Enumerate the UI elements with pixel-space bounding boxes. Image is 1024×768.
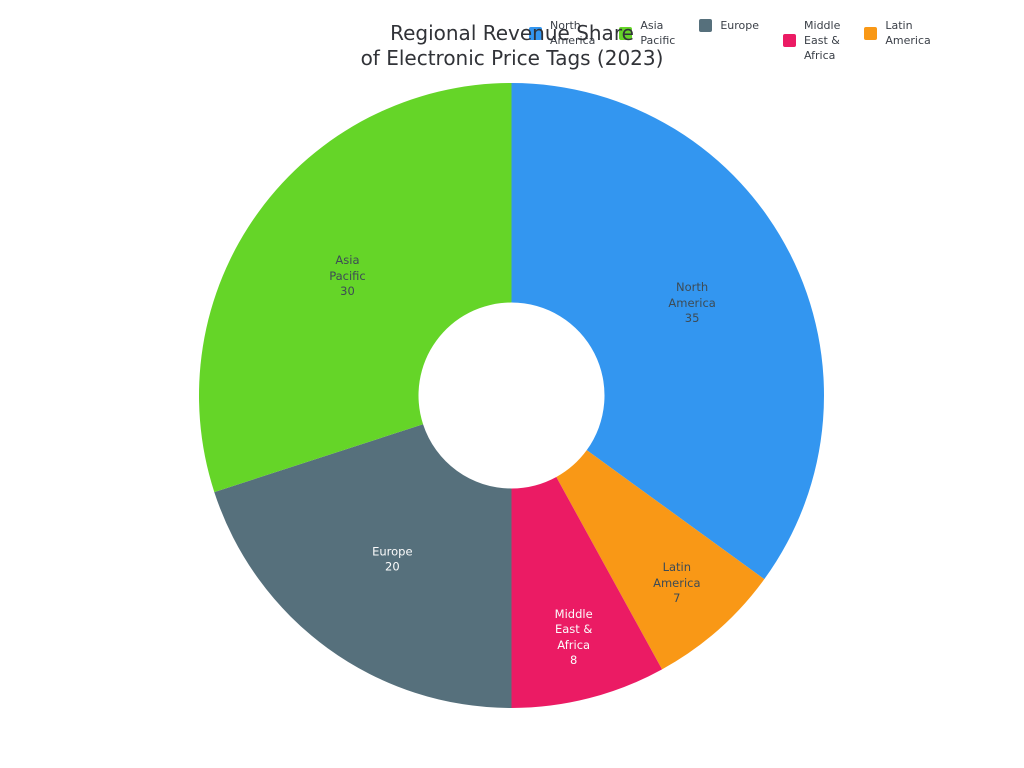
legend-item-asia-pacific[interactable]: Asia Pacific	[619, 18, 675, 48]
legend-label-line: East &	[804, 34, 840, 47]
legend-item-europe[interactable]: Europe	[699, 18, 759, 33]
pie-slice-asia-pacific[interactable]	[198, 83, 512, 493]
legend-swatch-icon	[619, 26, 633, 40]
legend-label-line: North	[550, 19, 581, 32]
legend-label-line: Latin	[885, 19, 913, 32]
legend-swatch-icon	[699, 19, 713, 32]
legend-label-line: Pacific	[640, 34, 676, 47]
legend-swatch-icon	[529, 26, 542, 40]
pie-slice-europe[interactable]	[214, 424, 512, 708]
legend-label: Europe	[720, 18, 759, 33]
legend-label-line: Europe	[720, 19, 760, 32]
legend-label-line: Middle	[804, 19, 841, 32]
legend-label-line: Africa	[804, 49, 836, 62]
legend-item-latin-america[interactable]: Latin America	[864, 18, 931, 48]
pie-slice-north-america[interactable]	[511, 83, 824, 580]
legend-item-middle-east-africa[interactable]: Middle East & Africa	[783, 18, 840, 63]
legend-label: North America	[550, 18, 595, 48]
legend: North America Asia Pacific Europe Middle East …	[529, 18, 931, 63]
legend-label-line: America	[885, 34, 931, 47]
pie-slice-latin-america[interactable]	[556, 450, 765, 670]
legend-swatch-icon	[783, 34, 797, 47]
legend-label: Latin America	[885, 18, 930, 48]
legend-label-line: Asia	[640, 19, 664, 32]
legend-label: Middle East & Africa	[804, 18, 840, 63]
pie-slice-middle-east-africa[interactable]	[511, 476, 663, 708]
legend-swatch-icon	[864, 26, 878, 40]
legend-label: Asia Pacific	[640, 18, 675, 48]
legend-label-line: America	[550, 34, 596, 47]
legend-item-north-america[interactable]: North America	[529, 18, 595, 48]
